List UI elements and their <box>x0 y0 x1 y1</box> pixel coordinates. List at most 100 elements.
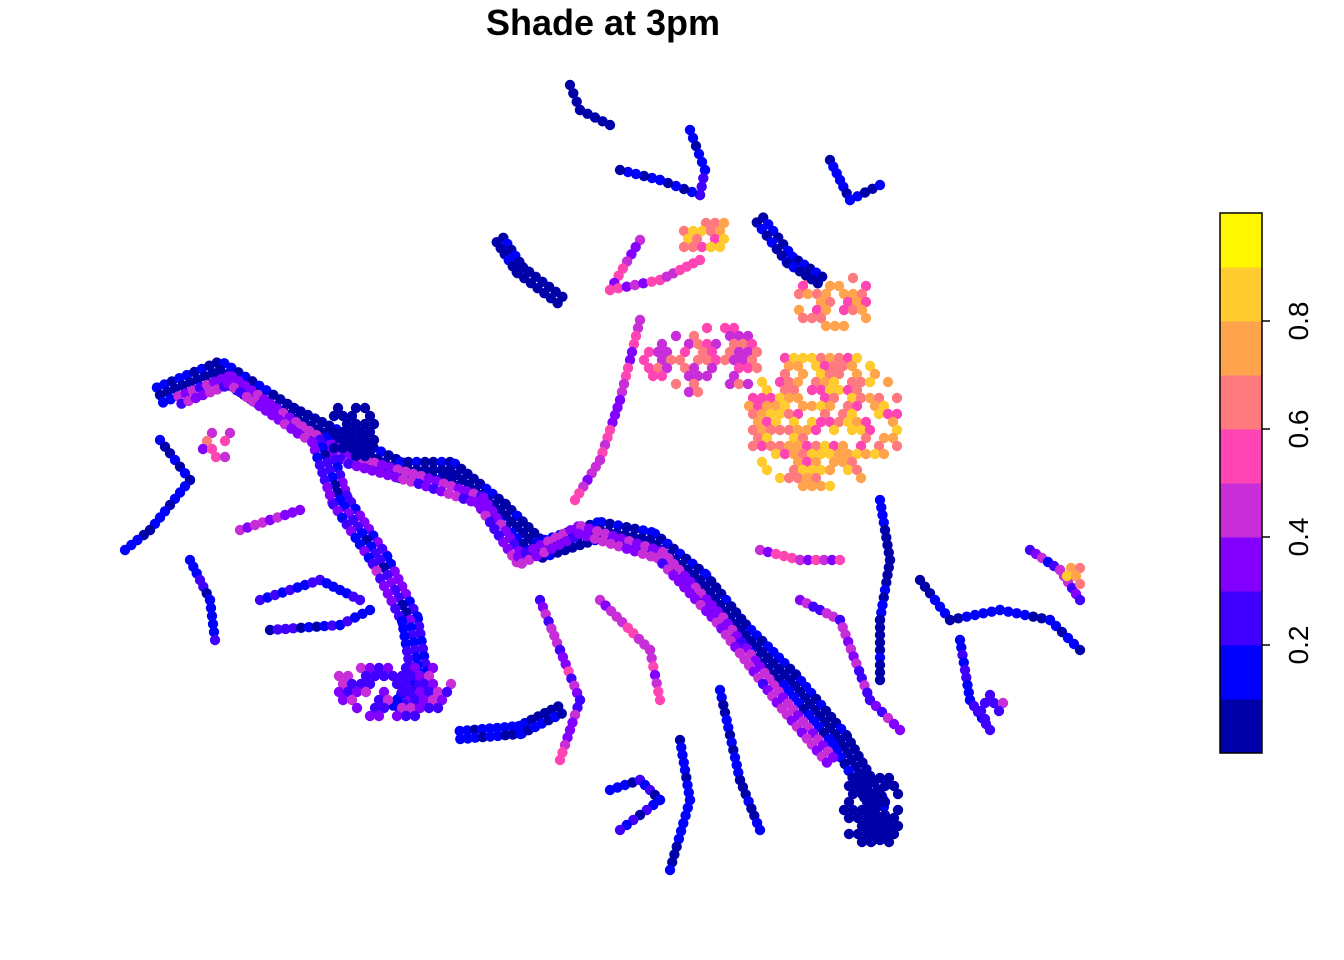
map-hex-cell <box>1074 562 1086 574</box>
map-hex-cell <box>874 667 886 678</box>
map-hex-cell <box>801 424 813 436</box>
map-hex-cell <box>838 320 850 332</box>
map-hex-cell <box>818 554 830 566</box>
map-hex-cell <box>554 754 566 766</box>
map-hex-cell <box>770 416 782 428</box>
map-hex-cell <box>986 606 997 617</box>
map-hex-cell <box>694 189 706 201</box>
map-hex-cell <box>328 410 340 422</box>
legend-tick-label: 0.8 <box>1283 302 1314 341</box>
map-hex-cell <box>870 796 882 808</box>
map-hex-cell <box>691 233 703 245</box>
map-hex-cell <box>209 634 221 646</box>
map-hex-cell <box>797 280 809 292</box>
map-hex-cell <box>614 824 626 836</box>
map-hex-cell <box>847 304 859 316</box>
map-hex-cell <box>819 392 831 404</box>
map-hex-cell <box>364 410 376 422</box>
map-hex-cell <box>629 546 640 557</box>
map-hex-cell <box>423 686 435 698</box>
map-hex-cell <box>851 368 863 380</box>
map-hex-cell <box>428 464 439 476</box>
map-hex-cell <box>581 531 592 542</box>
map-hex-cell <box>824 480 836 492</box>
map-hex-cell <box>824 384 836 396</box>
map-hex-cell <box>879 796 891 808</box>
legend-frame <box>1219 212 1263 754</box>
map-hex-cell <box>569 494 581 506</box>
map-hex-cell <box>746 338 758 350</box>
map-hex-cell <box>756 440 768 452</box>
map-hex-cell <box>788 464 800 476</box>
map-hex-cell <box>874 644 886 656</box>
map-hex-cell <box>596 517 607 528</box>
map-hex-cell <box>405 702 417 714</box>
map-hex-cell <box>368 434 380 446</box>
map-hex-cell <box>855 376 867 388</box>
map-hex-cell <box>874 820 886 832</box>
map-hex-cell <box>743 400 755 412</box>
map-hex-cell <box>700 217 712 229</box>
map-hex-cell <box>637 548 648 559</box>
map-hex-cell <box>604 518 616 529</box>
map-hex-cell <box>792 392 804 404</box>
map-hex-cell <box>819 408 831 420</box>
map-hex-cell <box>828 456 840 468</box>
map-hex-cell <box>364 678 376 690</box>
map-hex-cell <box>350 434 362 446</box>
map-hex-cell <box>714 225 726 237</box>
map-hex-cell <box>206 427 218 439</box>
map-hex-cell <box>810 376 822 388</box>
map-hex-cell <box>878 400 890 412</box>
map-hex-cell <box>1019 609 1031 621</box>
map-hex-cell <box>423 670 435 682</box>
map-hex-cell <box>360 686 372 698</box>
map-title: Shade at 3pm <box>485 2 721 43</box>
map-hex-cell <box>870 828 882 840</box>
map-hex-cell <box>851 448 863 460</box>
map-hex-cell <box>838 804 850 816</box>
map-hex-cell <box>810 440 822 452</box>
map-hex-cell <box>643 346 655 358</box>
map-hex-cell <box>891 440 903 452</box>
map-hex-cell <box>847 272 859 284</box>
map-hex-cell <box>206 610 218 622</box>
map-hex-cell <box>1070 570 1082 582</box>
map-hex-cell <box>492 722 503 734</box>
map-hex-cell <box>846 360 858 372</box>
map-hex-cell <box>405 686 417 698</box>
map-hex-cell <box>846 456 858 468</box>
map-hex-cell <box>197 443 209 455</box>
map-hex-cell <box>620 370 632 382</box>
map-hex-cell <box>653 686 664 697</box>
map-hex-cell <box>851 416 863 428</box>
map-hex-cell <box>829 320 841 332</box>
map-hex-cell <box>364 604 376 616</box>
map-hex-cell <box>837 440 849 452</box>
map-hex-cell <box>815 312 827 324</box>
map-hex-cell <box>288 623 299 634</box>
map-hex-cell <box>810 424 822 436</box>
map-hex-cell <box>678 225 690 237</box>
map-hex-cell <box>662 177 674 189</box>
map-hex-cell <box>678 241 690 253</box>
map-hex-cell <box>616 386 628 398</box>
map-hex-cell <box>819 376 831 388</box>
map-hex-cell <box>1011 608 1022 619</box>
map-hex-cell <box>851 352 863 364</box>
map-hex-cell <box>988 697 1000 709</box>
map-hex-cell <box>354 594 366 606</box>
map-hex-cell <box>564 79 576 91</box>
map-hex-cell <box>396 670 408 682</box>
map-hex-cell <box>882 408 894 420</box>
map-hex-cell <box>873 408 885 420</box>
map-hex-cell <box>605 538 616 549</box>
map-hex-cell <box>682 802 693 813</box>
map-hex-cell <box>819 440 831 452</box>
map-hex-cell <box>860 280 872 292</box>
map-hex-cell <box>337 426 349 438</box>
map-hex-cell <box>630 330 642 342</box>
map-hex-cell <box>756 408 768 420</box>
map-hex-cell <box>643 362 655 374</box>
map-hex-cell <box>761 416 773 428</box>
